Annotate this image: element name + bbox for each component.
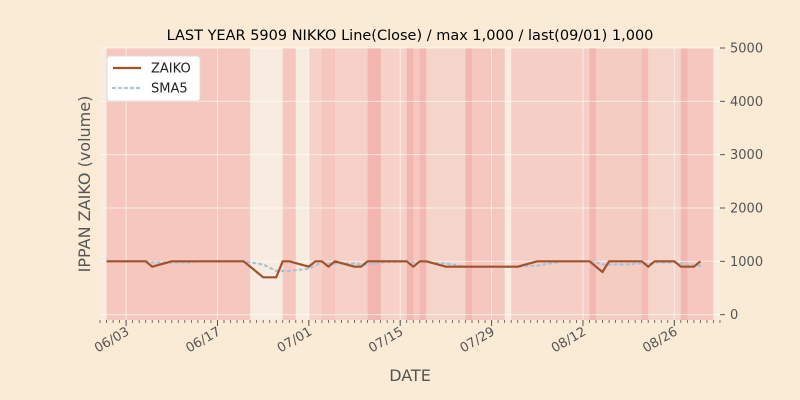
- y-tick-label: 5000: [730, 42, 763, 57]
- legend-label-zaiko: ZAIKO: [151, 62, 191, 77]
- x-axis-label: DATE: [389, 366, 431, 385]
- highlight-band: [465, 48, 505, 320]
- y-tick-label: 0: [730, 308, 738, 323]
- highlight-band: [641, 48, 688, 320]
- series-lines: [106, 260, 702, 279]
- legend: ZAIKO SMA5: [106, 55, 201, 102]
- y-axis: 0 1000 2000 3000 4000 5000: [720, 42, 763, 323]
- legend-label-sma5: SMA5: [151, 82, 188, 97]
- y-axis-label: IPPAN ZAIKO (volume): [75, 96, 94, 273]
- highlight-band: [406, 48, 427, 320]
- highlight-band: [367, 48, 381, 320]
- highlight-band: [589, 48, 649, 320]
- plot-background: [100, 48, 720, 320]
- highlight-band: [282, 48, 296, 320]
- y-tick-label: 4000: [730, 95, 763, 110]
- highlight-band: [680, 48, 714, 320]
- highlight-band: [321, 48, 335, 320]
- highlight-bands: [106, 48, 714, 320]
- series-line-zaiko: [106, 260, 702, 279]
- y-tick-label: 2000: [730, 202, 763, 217]
- highlight-band: [511, 48, 596, 320]
- highlight-band: [419, 48, 472, 320]
- y-tick-label: 3000: [730, 148, 763, 163]
- chart-title: LAST YEAR 5909 NIKKO Line(Close) / max 1…: [167, 28, 654, 44]
- highlight-band: [308, 48, 322, 320]
- highlight-band: [334, 48, 375, 320]
- highlight-band: [374, 48, 414, 320]
- y-tick-label: 1000: [730, 255, 763, 270]
- plot-area: [100, 47, 720, 320]
